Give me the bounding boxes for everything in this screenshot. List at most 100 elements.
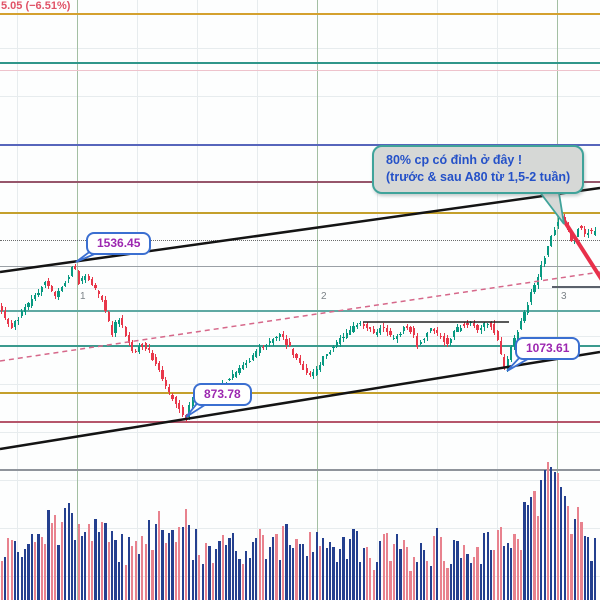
candle (372, 328, 375, 333)
volume-bar (446, 567, 449, 600)
volume-bar (476, 547, 479, 600)
price-label-1073[interactable]: 1073.61 (515, 337, 581, 360)
volume-bar (499, 527, 503, 600)
candle (134, 350, 137, 352)
volume-bar (77, 524, 80, 600)
volume-bar (168, 533, 171, 600)
dashed-trend-line[interactable] (0, 271, 600, 362)
volume-bar (563, 496, 566, 600)
candle (34, 295, 37, 299)
volume-bar (201, 564, 204, 600)
candle (577, 228, 580, 237)
candle (17, 319, 20, 322)
volume-bar (402, 539, 405, 600)
volume-bar (218, 541, 221, 600)
volume-bar (84, 531, 87, 600)
volume-bar (483, 533, 486, 600)
volume-bar (459, 557, 462, 600)
candle (369, 327, 372, 330)
volume-bar (369, 557, 372, 600)
volume-bar (64, 507, 67, 600)
analysis-callout-bubble[interactable]: 80% cp có đỉnh ở đây ! (trước & sau A80 … (372, 145, 585, 194)
candle (486, 324, 489, 326)
volume-bar (349, 539, 352, 600)
volume-bar (275, 533, 278, 600)
price-label-1536[interactable]: 1536.45 (86, 232, 152, 255)
upper-channel-line[interactable] (0, 186, 600, 274)
volume-bar (372, 570, 375, 600)
volume-bar (409, 571, 412, 600)
candle (406, 326, 409, 328)
candle (151, 352, 154, 360)
candle-wick (470, 320, 472, 326)
wave-count-label-3[interactable]: 3 (561, 291, 567, 302)
candle (27, 303, 30, 307)
candle (442, 336, 446, 342)
candle (416, 336, 419, 347)
volume-bar (111, 531, 114, 600)
candle (399, 333, 402, 335)
candle (268, 340, 271, 343)
volume-bar (520, 549, 523, 600)
candle (459, 328, 462, 332)
candle (74, 265, 77, 270)
candle (339, 338, 342, 344)
volume-bar (325, 548, 328, 600)
volume-bar (40, 536, 43, 600)
volume-bar (268, 546, 271, 600)
dotted-high-level (0, 240, 600, 241)
candle (117, 319, 120, 324)
volume-bar (577, 507, 580, 600)
volume-bar (251, 541, 255, 600)
volume-bar (184, 509, 188, 600)
candle (426, 333, 429, 338)
candle (164, 379, 167, 386)
volume-bar (359, 561, 362, 600)
candle (37, 293, 40, 296)
volume-bar (292, 548, 295, 600)
volume-bar (422, 550, 426, 600)
wave-count-label-2[interactable]: 2 (321, 291, 327, 302)
candle (251, 355, 255, 360)
volume-bar (536, 515, 539, 600)
candle (422, 339, 426, 341)
volume-bar (171, 529, 174, 600)
candle (305, 367, 308, 373)
price-label-873[interactable]: 873.78 (193, 383, 252, 406)
candle (580, 226, 583, 229)
candle (298, 357, 301, 363)
candle (57, 290, 60, 297)
candle-wick (326, 353, 328, 360)
candle-wick (423, 338, 425, 343)
candle (258, 347, 261, 353)
candle (432, 328, 436, 331)
volume-bar (67, 503, 70, 600)
wave-count-label-1[interactable]: 1 (80, 291, 86, 302)
volume-bar (335, 562, 338, 600)
candle (288, 341, 291, 347)
candle (590, 229, 593, 232)
volume-bar (466, 554, 469, 600)
volume-bar (412, 557, 415, 600)
candle-wick (433, 328, 435, 335)
volume-bar (432, 535, 436, 600)
volume-bar (328, 542, 332, 600)
volume-bar (44, 544, 47, 600)
volume-bar (114, 540, 117, 600)
volume-bar (526, 505, 529, 600)
volume-bar (339, 549, 342, 600)
candle (365, 324, 369, 329)
candle (385, 327, 389, 333)
candle (453, 331, 456, 337)
candle (546, 246, 550, 256)
volume-bar (399, 549, 402, 600)
volume-bar (503, 545, 506, 600)
candle (409, 326, 412, 332)
volume-bar (590, 560, 593, 600)
volume-bar (513, 533, 516, 600)
candle (332, 347, 335, 349)
volume-bar (426, 560, 429, 600)
candle (513, 337, 516, 347)
candle (124, 326, 127, 336)
